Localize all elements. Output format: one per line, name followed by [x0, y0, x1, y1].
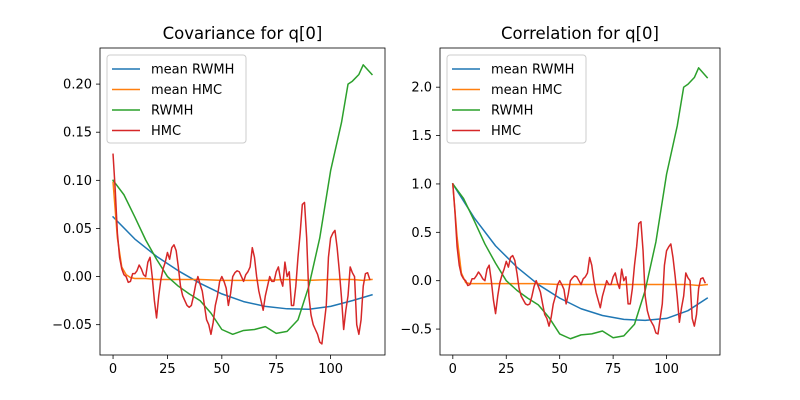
y-tick-label: 0.05 — [63, 222, 92, 237]
series-group — [451, 67, 709, 340]
y-tick-label: 0.15 — [63, 126, 92, 141]
axes-frame — [439, 47, 721, 356]
y-tick-label: 2.0 — [411, 81, 432, 96]
y-tick-label: 1.0 — [411, 177, 432, 192]
x-tick-label: 0 — [449, 362, 457, 377]
series-line-rwmh — [111, 64, 374, 336]
x-tick-label: 50 — [214, 362, 231, 377]
x-tick-label: 100 — [654, 362, 679, 377]
x-tick-label: 50 — [551, 362, 568, 377]
legend-label-hmc: HMC — [491, 124, 521, 139]
x-tick-label: 75 — [268, 362, 285, 377]
legend-label-mean-hmc: mean HMC — [491, 83, 562, 98]
y-tick-label: −0.5 — [400, 323, 432, 338]
y-tick-label: 0.5 — [411, 226, 432, 241]
x-tick-label: 0 — [109, 362, 117, 377]
series-line-hmc — [112, 153, 371, 345]
y-tick-label: 0.00 — [63, 270, 92, 285]
chart-panel-2: 0 25 50 75 100 −0.5 0.0 0.5 1.0 1.5 2.0 Correlation… — [400, 24, 721, 377]
axes-frame — [99, 47, 386, 356]
y-tick-label: −0.05 — [52, 318, 92, 333]
x-tick-label: 25 — [159, 362, 176, 377]
series-line-mean-hmc — [112, 181, 373, 282]
legend-label-rwmh: RWMH — [151, 104, 193, 119]
legend-label-mean-hmc: mean HMC — [151, 83, 222, 98]
legend-label-hmc: HMC — [151, 124, 181, 139]
series-line-rwmh — [451, 67, 709, 340]
y-tick-label: 0.10 — [63, 174, 92, 189]
chart-title: Correlation for q[0] — [501, 24, 659, 43]
series-group — [111, 64, 374, 345]
chart-title: Covariance for q[0] — [163, 24, 323, 43]
series-line-mean-rwmh — [451, 182, 709, 322]
legend: mean RWMH mean HMC RWMH HMC — [446, 54, 587, 144]
legend-box — [106, 54, 247, 144]
series-line-mean-rwmh — [111, 215, 373, 311]
legend-label-mean-rwmh: mean RWMH — [151, 63, 234, 78]
series-line-hmc — [452, 183, 707, 335]
legend-label-mean-rwmh: mean RWMH — [491, 63, 574, 78]
y-tick-label: 0.20 — [63, 78, 92, 93]
x-tick-label: 25 — [498, 362, 515, 377]
x-tick-label: 100 — [318, 362, 343, 377]
series-line-mean-hmc — [452, 183, 709, 287]
legend: mean RWMH mean HMC RWMH HMC — [106, 54, 247, 144]
y-tick-label: 1.5 — [411, 129, 432, 144]
legend-box — [446, 54, 587, 144]
legend-label-rwmh: RWMH — [491, 104, 533, 119]
x-tick-label: 75 — [605, 362, 622, 377]
y-tick-label: 0.0 — [411, 274, 432, 289]
chart-panel-1: 0 25 50 75 100 −0.05 0.00 0.05 0.10 0.15 0.20 Covar… — [52, 24, 386, 377]
